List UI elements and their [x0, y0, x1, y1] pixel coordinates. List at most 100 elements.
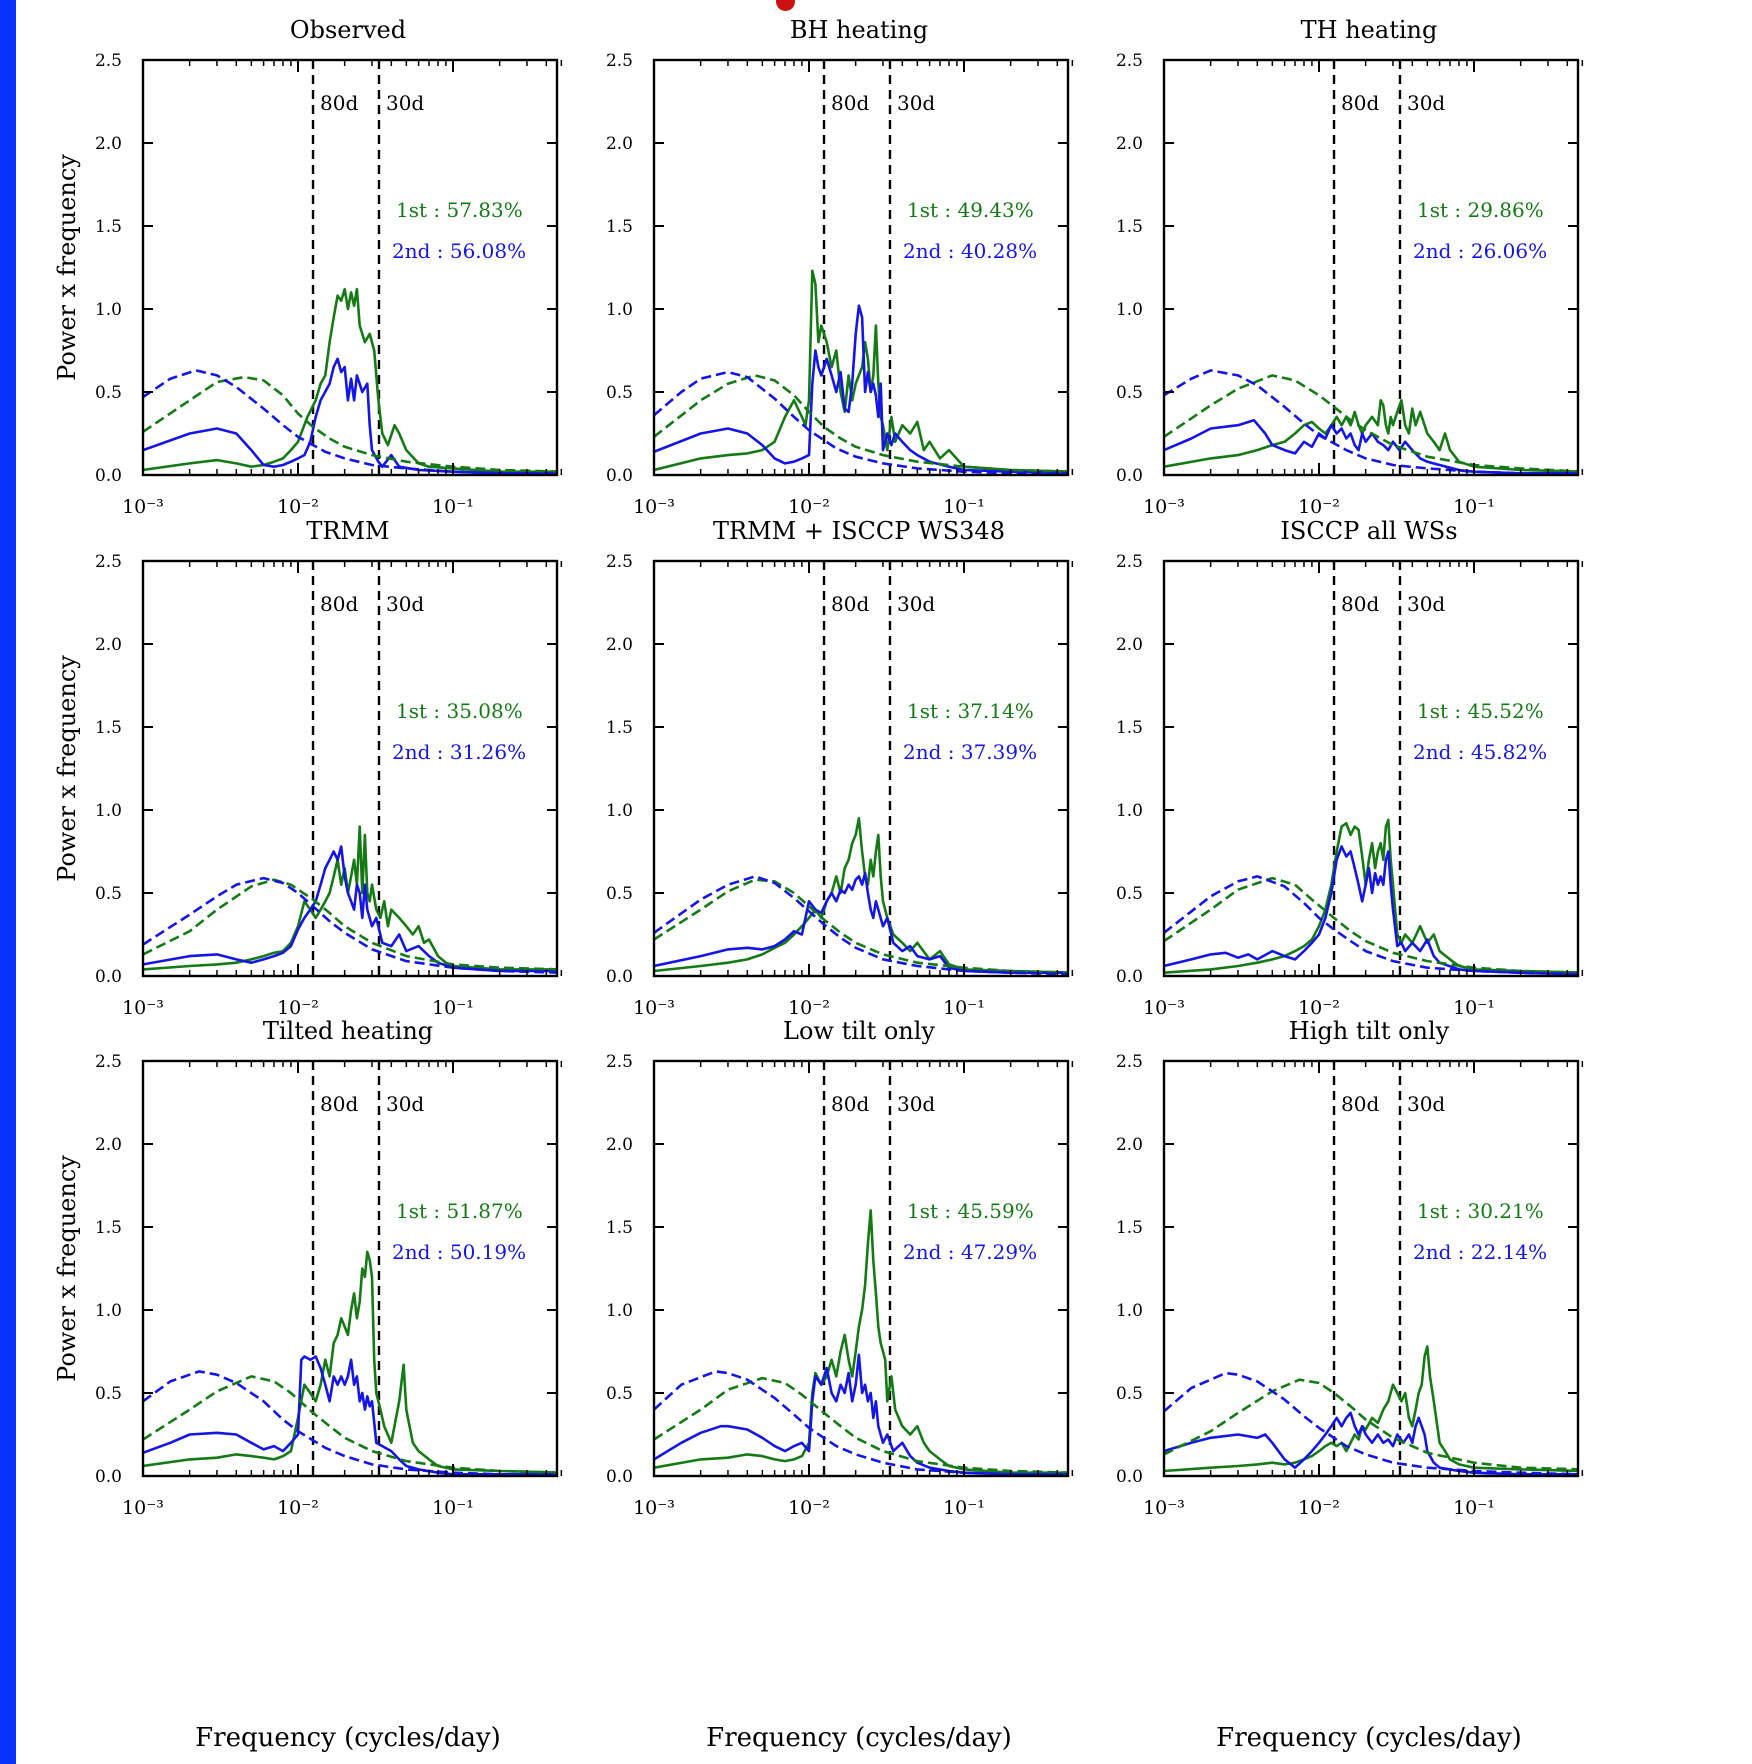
series-dashed-line: [654, 875, 1068, 976]
series-group: [143, 287, 557, 475]
y-tick-label: 1.5: [606, 718, 633, 738]
period-label: 30d: [897, 592, 935, 616]
y-tick-label: 2.0: [606, 635, 633, 655]
chart-title: ISCCP all WSs: [1280, 517, 1457, 545]
chart-panel: Tilted heating 80d 30d 0.0 0.5 1.0 1.5 2.0 2.5 10…: [53, 1017, 563, 1753]
marker-dot: [776, 0, 795, 11]
y-tick-label: 0.0: [606, 1467, 633, 1487]
y-tick-label: 1.5: [606, 217, 633, 237]
series-dashed-line: [1164, 1371, 1578, 1476]
y-tick-label: 2.5: [606, 1052, 633, 1072]
second-mode-annotation: 2nd : 22.14%: [1413, 1240, 1547, 1264]
axes-frame: [1162, 1059, 1580, 1478]
x-tick-label: 10⁻³: [633, 496, 675, 518]
series-group: [143, 1250, 557, 1476]
x-axis-label: Frequency (cycles/day): [1216, 1723, 1522, 1753]
y-tick-label: 0.0: [95, 967, 122, 987]
y-tick-label: 0.0: [606, 967, 633, 987]
y-tick-label: 0.5: [1116, 1384, 1143, 1404]
x-tick-label: 10⁻³: [633, 1497, 675, 1519]
y-tick-label: 2.0: [95, 134, 122, 154]
series-line: [654, 1353, 1068, 1476]
y-tick-label: 2.0: [1116, 134, 1143, 154]
axes-frame: [141, 1059, 559, 1478]
x-tick-label: 10⁻³: [1143, 496, 1185, 518]
y-tick-label: 1.5: [1116, 1218, 1143, 1238]
x-tick-label: 10⁻³: [122, 997, 164, 1019]
series-line: [654, 1209, 1068, 1474]
series-group: [654, 269, 1068, 475]
period-label: 30d: [1407, 91, 1445, 115]
series-dashed-line: [143, 369, 557, 475]
y-axis-label: Power x frequency: [53, 1155, 81, 1382]
series-dashed-line: [654, 370, 1068, 475]
y-tick-label: 1.5: [1116, 217, 1143, 237]
series-line: [143, 825, 557, 971]
first-mode-annotation: 1st : 57.83%: [396, 198, 523, 222]
series-line: [143, 1250, 557, 1474]
x-tick-label: 10⁻¹: [1453, 496, 1495, 518]
y-tick-label: 0.0: [1116, 466, 1143, 486]
series-line: [1164, 845, 1578, 976]
x-tick-label: 10⁻¹: [432, 1497, 474, 1519]
series-group: [1164, 818, 1578, 976]
y-tick-label: 0.5: [606, 1384, 633, 1404]
chart-title: TH heating: [1301, 16, 1438, 44]
second-mode-annotation: 2nd : 26.06%: [1413, 239, 1547, 263]
axes-frame: [1162, 58, 1580, 477]
y-tick-label: 2.5: [1116, 51, 1143, 71]
axes-frame: [652, 1059, 1070, 1478]
y-tick-label: 2.5: [606, 552, 633, 572]
chart-panel: TRMM 80d 30d 0.0 0.5 1.0 1.5 2.0 2.5 10⁻³ 10⁻² 10⁻¹…: [53, 517, 563, 1019]
y-tick-label: 1.0: [95, 300, 122, 320]
y-tick-label: 2.5: [606, 51, 633, 71]
y-tick-label: 1.5: [95, 718, 122, 738]
x-tick-label: 10⁻²: [788, 997, 830, 1019]
x-tick-label: 10⁻²: [277, 1497, 319, 1519]
y-tick-label: 1.0: [95, 801, 122, 821]
chart-panel: TRMM + ISCCP WS348 80d 30d 0.0 0.5 1.0 1.5 2.0 2…: [606, 517, 1074, 1019]
chart-panel: TH heating 80d 30d 0.0 0.5 1.0 1.5 2.0 2.5 10⁻³ 10…: [1116, 16, 1584, 518]
y-tick-label: 2.5: [95, 51, 122, 71]
y-tick-label: 0.0: [95, 466, 122, 486]
y-tick-label: 2.5: [95, 1052, 122, 1072]
chart-panel: High tilt only 80d 30d 0.0 0.5 1.0 1.5 2.0 2.5 10…: [1116, 1017, 1584, 1753]
x-tick-label: 10⁻³: [122, 1497, 164, 1519]
second-mode-annotation: 2nd : 47.29%: [903, 1240, 1037, 1264]
axes-frame: [141, 58, 559, 477]
first-mode-annotation: 1st : 51.87%: [396, 1199, 523, 1223]
series-dashed-line: [1164, 369, 1578, 475]
period-label: 80d: [320, 91, 358, 115]
chart-title: Low tilt only: [783, 1017, 935, 1045]
side-color-bar: [0, 0, 16, 1764]
first-mode-annotation: 1st : 35.08%: [396, 699, 523, 723]
chart-panel: Observed 80d 30d 0.0 0.5 1.0 1.5 2.0 2.5 10⁻³ 10⁻²…: [53, 16, 563, 518]
y-tick-label: 1.0: [606, 300, 633, 320]
x-tick-label: 10⁻³: [122, 496, 164, 518]
series-dashed-line: [1164, 1378, 1578, 1471]
series-dashed-line: [1164, 875, 1578, 976]
period-label: 30d: [386, 592, 424, 616]
period-label: 80d: [831, 91, 869, 115]
y-tick-label: 0.0: [1116, 1467, 1143, 1487]
period-label: 80d: [1341, 1092, 1379, 1116]
first-mode-annotation: 1st : 45.59%: [907, 1199, 1034, 1223]
series-group: [1164, 369, 1578, 475]
period-label: 30d: [386, 91, 424, 115]
series-dashed-line: [1164, 876, 1578, 974]
x-tick-label: 10⁻³: [1143, 1497, 1185, 1519]
y-tick-label: 2.0: [95, 1135, 122, 1155]
chart-title: Tilted heating: [263, 1017, 433, 1045]
y-tick-label: 1.0: [606, 1301, 633, 1321]
y-tick-label: 2.5: [1116, 552, 1143, 572]
x-tick-label: 10⁻¹: [1453, 1497, 1495, 1519]
x-tick-label: 10⁻²: [1298, 997, 1340, 1019]
y-axis-label: Power x frequency: [53, 154, 81, 381]
series-dashed-line: [654, 1376, 1068, 1474]
axes-frame: [652, 559, 1070, 978]
y-tick-label: 0.5: [606, 884, 633, 904]
first-mode-annotation: 1st : 37.14%: [907, 699, 1034, 723]
x-tick-label: 10⁻¹: [1453, 997, 1495, 1019]
y-tick-label: 0.0: [1116, 967, 1143, 987]
period-label: 30d: [386, 1092, 424, 1116]
